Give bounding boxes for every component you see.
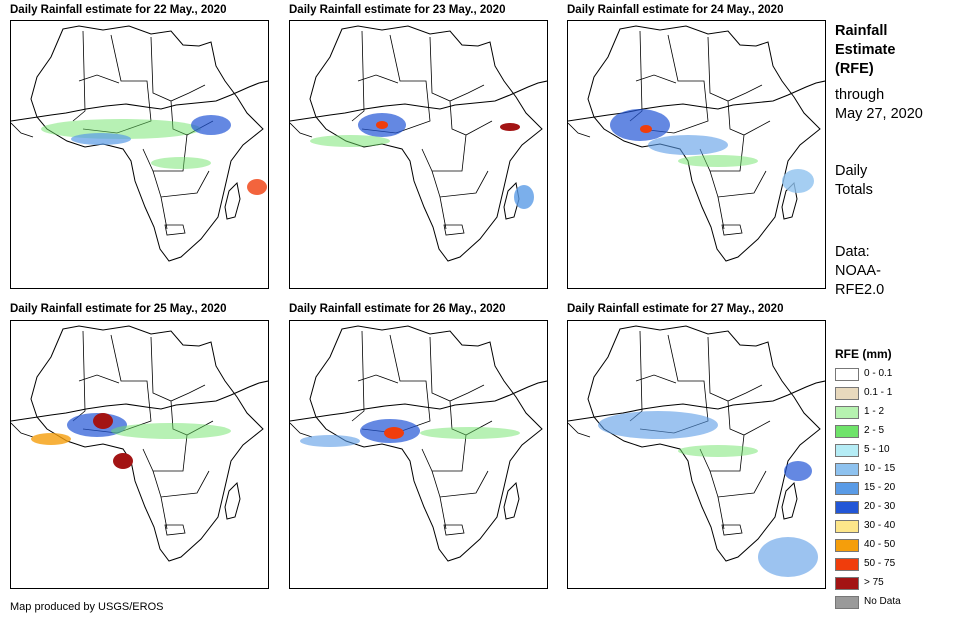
legend-swatch	[835, 558, 859, 571]
legend-title: RFE (mm)	[835, 347, 892, 361]
rainfall-map-22-may	[10, 20, 269, 289]
legend-swatch	[835, 425, 859, 438]
legend-swatch	[835, 444, 859, 457]
sidebar-through-line: May 27, 2020	[835, 106, 923, 122]
rainfall-map-25-may	[10, 320, 269, 589]
legend-label: 50 - 75	[864, 558, 896, 569]
legend-swatch	[835, 577, 859, 590]
legend-swatch	[835, 482, 859, 495]
legend-label: > 75	[864, 577, 884, 588]
legend-swatch	[835, 596, 859, 609]
panel-title: Daily Rainfall estimate for 25 May., 202…	[10, 303, 227, 315]
legend-swatch	[835, 539, 859, 552]
legend-swatch	[835, 406, 859, 419]
legend-label: No Data	[864, 596, 901, 607]
sidebar-title-line: Rainfall	[835, 23, 888, 39]
sidebar-title-line: (RFE)	[835, 61, 874, 77]
legend-label: 2 - 5	[864, 425, 885, 436]
legend-swatch	[835, 368, 859, 381]
sidebar-data-line: Data:	[835, 244, 870, 260]
legend-swatch	[835, 501, 859, 514]
sidebar-title-line: Estimate	[835, 42, 896, 58]
legend-label: 0 - 0.1	[864, 368, 893, 379]
panel-title: Daily Rainfall estimate for 24 May., 202…	[567, 4, 784, 16]
sidebar-data-line: NOAA-	[835, 263, 881, 279]
legend-swatch	[835, 463, 859, 476]
legend-label: 30 - 40	[864, 520, 896, 531]
legend-label: 5 - 10	[864, 444, 890, 455]
sidebar-totals-line: Totals	[835, 182, 873, 198]
panel-title: Daily Rainfall estimate for 27 May., 202…	[567, 303, 784, 315]
rainfall-map-24-may	[567, 20, 826, 289]
legend-label: 40 - 50	[864, 539, 896, 550]
panel-title: Daily Rainfall estimate for 22 May., 202…	[10, 4, 227, 16]
legend-label: 10 - 15	[864, 463, 896, 474]
footer-credit: Map produced by USGS/EROS	[10, 601, 164, 613]
legend-label: 1 - 2	[864, 406, 885, 417]
sidebar-through: through May 27, 2020	[835, 86, 923, 124]
rainfall-map-23-may	[289, 20, 548, 289]
sidebar-totals: Daily Totals	[835, 162, 873, 200]
legend-swatch	[835, 387, 859, 400]
legend-label: 0.1 - 1	[864, 387, 893, 398]
legend-label: 20 - 30	[864, 501, 896, 512]
sidebar-through-line: through	[835, 87, 885, 103]
legend-swatch	[835, 520, 859, 533]
sidebar-title: Rainfall Estimate (RFE)	[835, 22, 895, 79]
sidebar-totals-line: Daily	[835, 163, 868, 179]
sidebar-data-source: Data: NOAA- RFE2.0	[835, 243, 884, 300]
panel-title: Daily Rainfall estimate for 23 May., 202…	[289, 4, 506, 16]
sidebar-data-line: RFE2.0	[835, 282, 885, 298]
rainfall-map-26-may	[289, 320, 548, 589]
panel-title: Daily Rainfall estimate for 26 May., 202…	[289, 303, 506, 315]
legend-label: 15 - 20	[864, 482, 896, 493]
rainfall-map-27-may	[567, 320, 826, 589]
